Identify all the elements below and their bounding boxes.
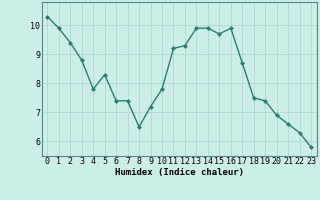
X-axis label: Humidex (Indice chaleur): Humidex (Indice chaleur) [115, 168, 244, 177]
